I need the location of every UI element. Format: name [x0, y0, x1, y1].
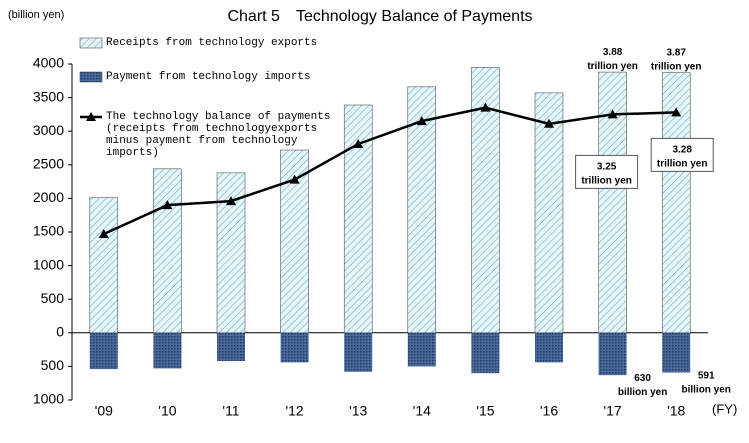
value-label: 3.28 trillion yen	[657, 144, 708, 169]
y-tick-label: 500	[41, 357, 65, 373]
bar	[217, 332, 245, 362]
bar	[89, 197, 119, 334]
legend-marker	[86, 112, 96, 121]
bar	[280, 332, 309, 363]
value-label: 630 billion yen	[618, 373, 667, 398]
legend-label: Receipts from technology exports	[106, 37, 318, 49]
marker	[162, 200, 173, 210]
marker	[480, 102, 491, 112]
bar	[662, 332, 691, 373]
bar	[534, 92, 564, 334]
marker	[544, 118, 554, 128]
bar	[153, 332, 182, 369]
x-tick-label: '09	[95, 403, 113, 419]
value-label: 3.87 trillion yen	[651, 47, 702, 72]
value-label: 3.88 trillion yen	[587, 47, 638, 72]
y-tick-label: 1000	[33, 391, 64, 407]
marker	[289, 174, 300, 184]
x-tick-label: '18	[667, 403, 685, 419]
y-tick-label: 0	[56, 324, 64, 340]
x-tick-label: '16	[540, 403, 558, 419]
label-box	[575, 154, 639, 189]
x-tick-label: '13	[349, 403, 367, 419]
x-unit: (FY)	[712, 401, 737, 416]
bar	[598, 332, 627, 376]
x-tick-label: '10	[158, 403, 176, 419]
legend-label: Payment from technology imports	[106, 71, 311, 83]
bar	[471, 332, 500, 374]
marker	[353, 138, 364, 148]
x-tick-label: '17	[603, 403, 621, 419]
x-tick-label: '14	[413, 403, 431, 419]
marker	[98, 229, 109, 239]
y-axis-label: (billion yen)	[8, 9, 64, 21]
y-tick-label: 2500	[33, 156, 64, 172]
bar	[89, 332, 118, 370]
chart-title: Chart 5 Technology Balance of Payments	[227, 8, 532, 25]
marker	[226, 196, 236, 206]
bar	[535, 332, 563, 363]
x-tick-label: '11	[222, 403, 239, 419]
y-tick-label: 1000	[33, 256, 64, 272]
bar	[407, 332, 436, 367]
marker	[607, 109, 618, 119]
label-box	[650, 137, 714, 172]
y-tick-label: 3000	[33, 122, 64, 138]
marker	[416, 116, 427, 126]
x-tick-label: '12	[285, 403, 303, 419]
value-label: 591 billion yen	[681, 370, 730, 395]
bar	[153, 168, 182, 334]
x-tick-label: '15	[476, 403, 494, 419]
y-tick-label: 500	[41, 290, 65, 306]
legend-label: The technology balance of payments (rece…	[106, 111, 331, 159]
marker	[671, 107, 682, 117]
legend-swatch	[79, 71, 103, 83]
y-tick-label: 1500	[33, 223, 64, 239]
y-tick-label: 4000	[33, 55, 64, 71]
y-tick-label: 3500	[33, 88, 64, 104]
line	[103, 106, 677, 236]
value-label: 3.25 trillion yen	[581, 161, 632, 186]
legend-swatch	[79, 37, 103, 49]
y-tick-label: 2000	[33, 189, 64, 205]
bar	[344, 332, 373, 372]
